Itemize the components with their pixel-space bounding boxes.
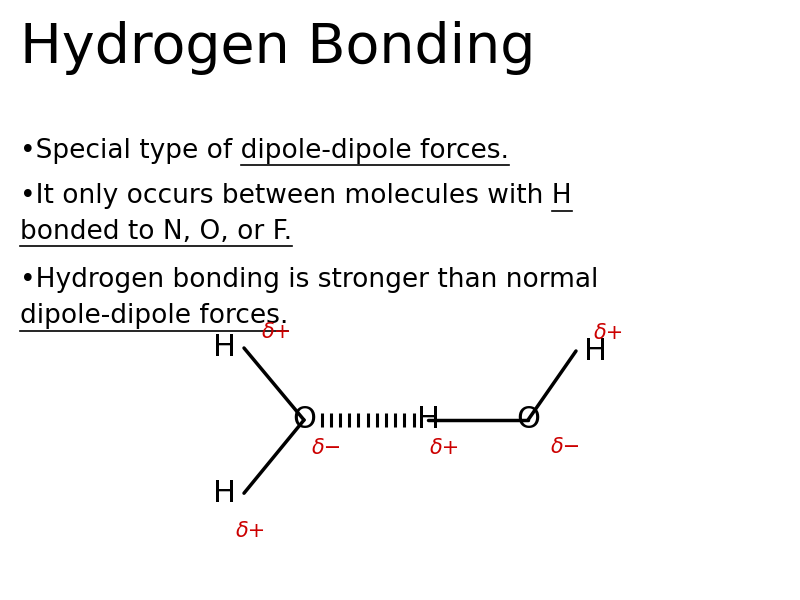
Text: H: H xyxy=(213,334,236,362)
Text: bonded to N, O, or F.: bonded to N, O, or F. xyxy=(20,219,292,245)
Text: H: H xyxy=(417,406,439,434)
Text: •Hydrogen bonding is stronger than normal: •Hydrogen bonding is stronger than norma… xyxy=(20,267,598,293)
Text: δ+: δ+ xyxy=(430,438,460,458)
Text: dipole-dipole forces.: dipole-dipole forces. xyxy=(20,303,288,329)
Text: δ+: δ+ xyxy=(236,521,266,541)
Text: H: H xyxy=(213,479,236,508)
Text: δ−: δ− xyxy=(312,438,342,458)
Text: δ+: δ+ xyxy=(262,322,292,343)
Text: δ−: δ− xyxy=(550,437,581,457)
Text: δ+: δ+ xyxy=(594,323,624,343)
Text: •It only occurs between molecules with H: •It only occurs between molecules with H xyxy=(20,183,572,209)
Text: Hydrogen Bonding: Hydrogen Bonding xyxy=(20,21,535,75)
Text: •Special type of dipole-dipole forces.: •Special type of dipole-dipole forces. xyxy=(20,138,509,164)
Text: O: O xyxy=(292,406,316,434)
Text: O: O xyxy=(516,406,540,434)
Text: H: H xyxy=(584,337,607,365)
